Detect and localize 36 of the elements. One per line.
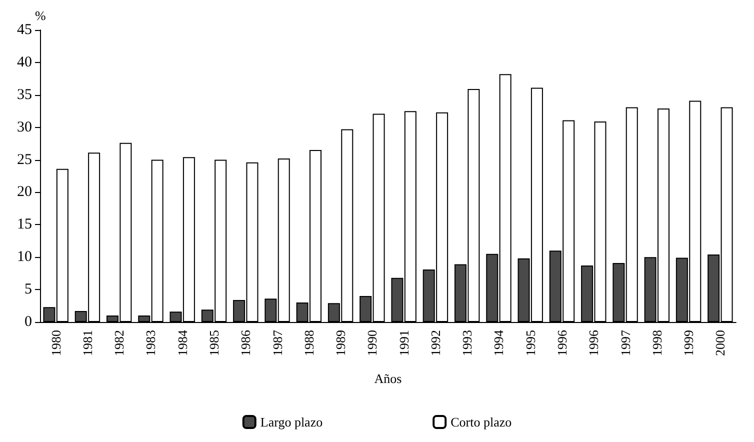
y-tick-label: 5 [24,282,32,298]
x-tick-label: 1997 [618,330,633,356]
x-tick-label: 1990 [364,330,380,356]
x-tick-label: 1992 [428,330,443,356]
x-tick-label: 1991 [396,330,412,356]
x-tick-label: 1998 [649,330,664,356]
x-tick-label: 1994 [491,330,506,356]
y-tick-label: 25 [17,152,32,168]
x-tick-label: 1996 [586,330,602,356]
x-tick-label: 1987 [270,330,285,356]
x-tick-label: 1993 [460,330,475,356]
x-tick-label: 1989 [333,330,348,356]
x-tick-label: 1995 [522,330,538,356]
y-tick-label: 15 [17,216,32,233]
x-tick-label: 1984 [174,330,190,356]
x-tick-label: 1999 [681,330,696,356]
x-tick-label: 1980 [48,330,64,356]
x-axis-title: Años [374,371,402,386]
y-tick-label: 10 [17,249,32,266]
y-tick-label: 30 [17,119,32,136]
x-tick-label: 1986 [238,330,254,356]
x-tick-label: 1983 [143,330,158,356]
y-tick-label: 40 [17,54,32,70]
legend-label: Largo plazo [260,414,323,430]
x-tick-label: 1981 [80,330,95,356]
x-tick-label: 1996 [554,330,570,356]
y-tick-label: 0 [24,314,32,330]
y-tick-label: 45 [17,22,32,38]
x-tick-label: 1982 [112,330,127,356]
x-tick-label: 1988 [301,330,316,356]
y-axis-title: % [35,8,46,23]
y-tick-label: 20 [17,184,32,200]
legend-label: Corto plazo [450,414,512,430]
y-tick-label: 35 [17,86,32,103]
x-tick-label: 2000 [712,330,728,356]
x-tick-label: 1985 [206,330,222,356]
